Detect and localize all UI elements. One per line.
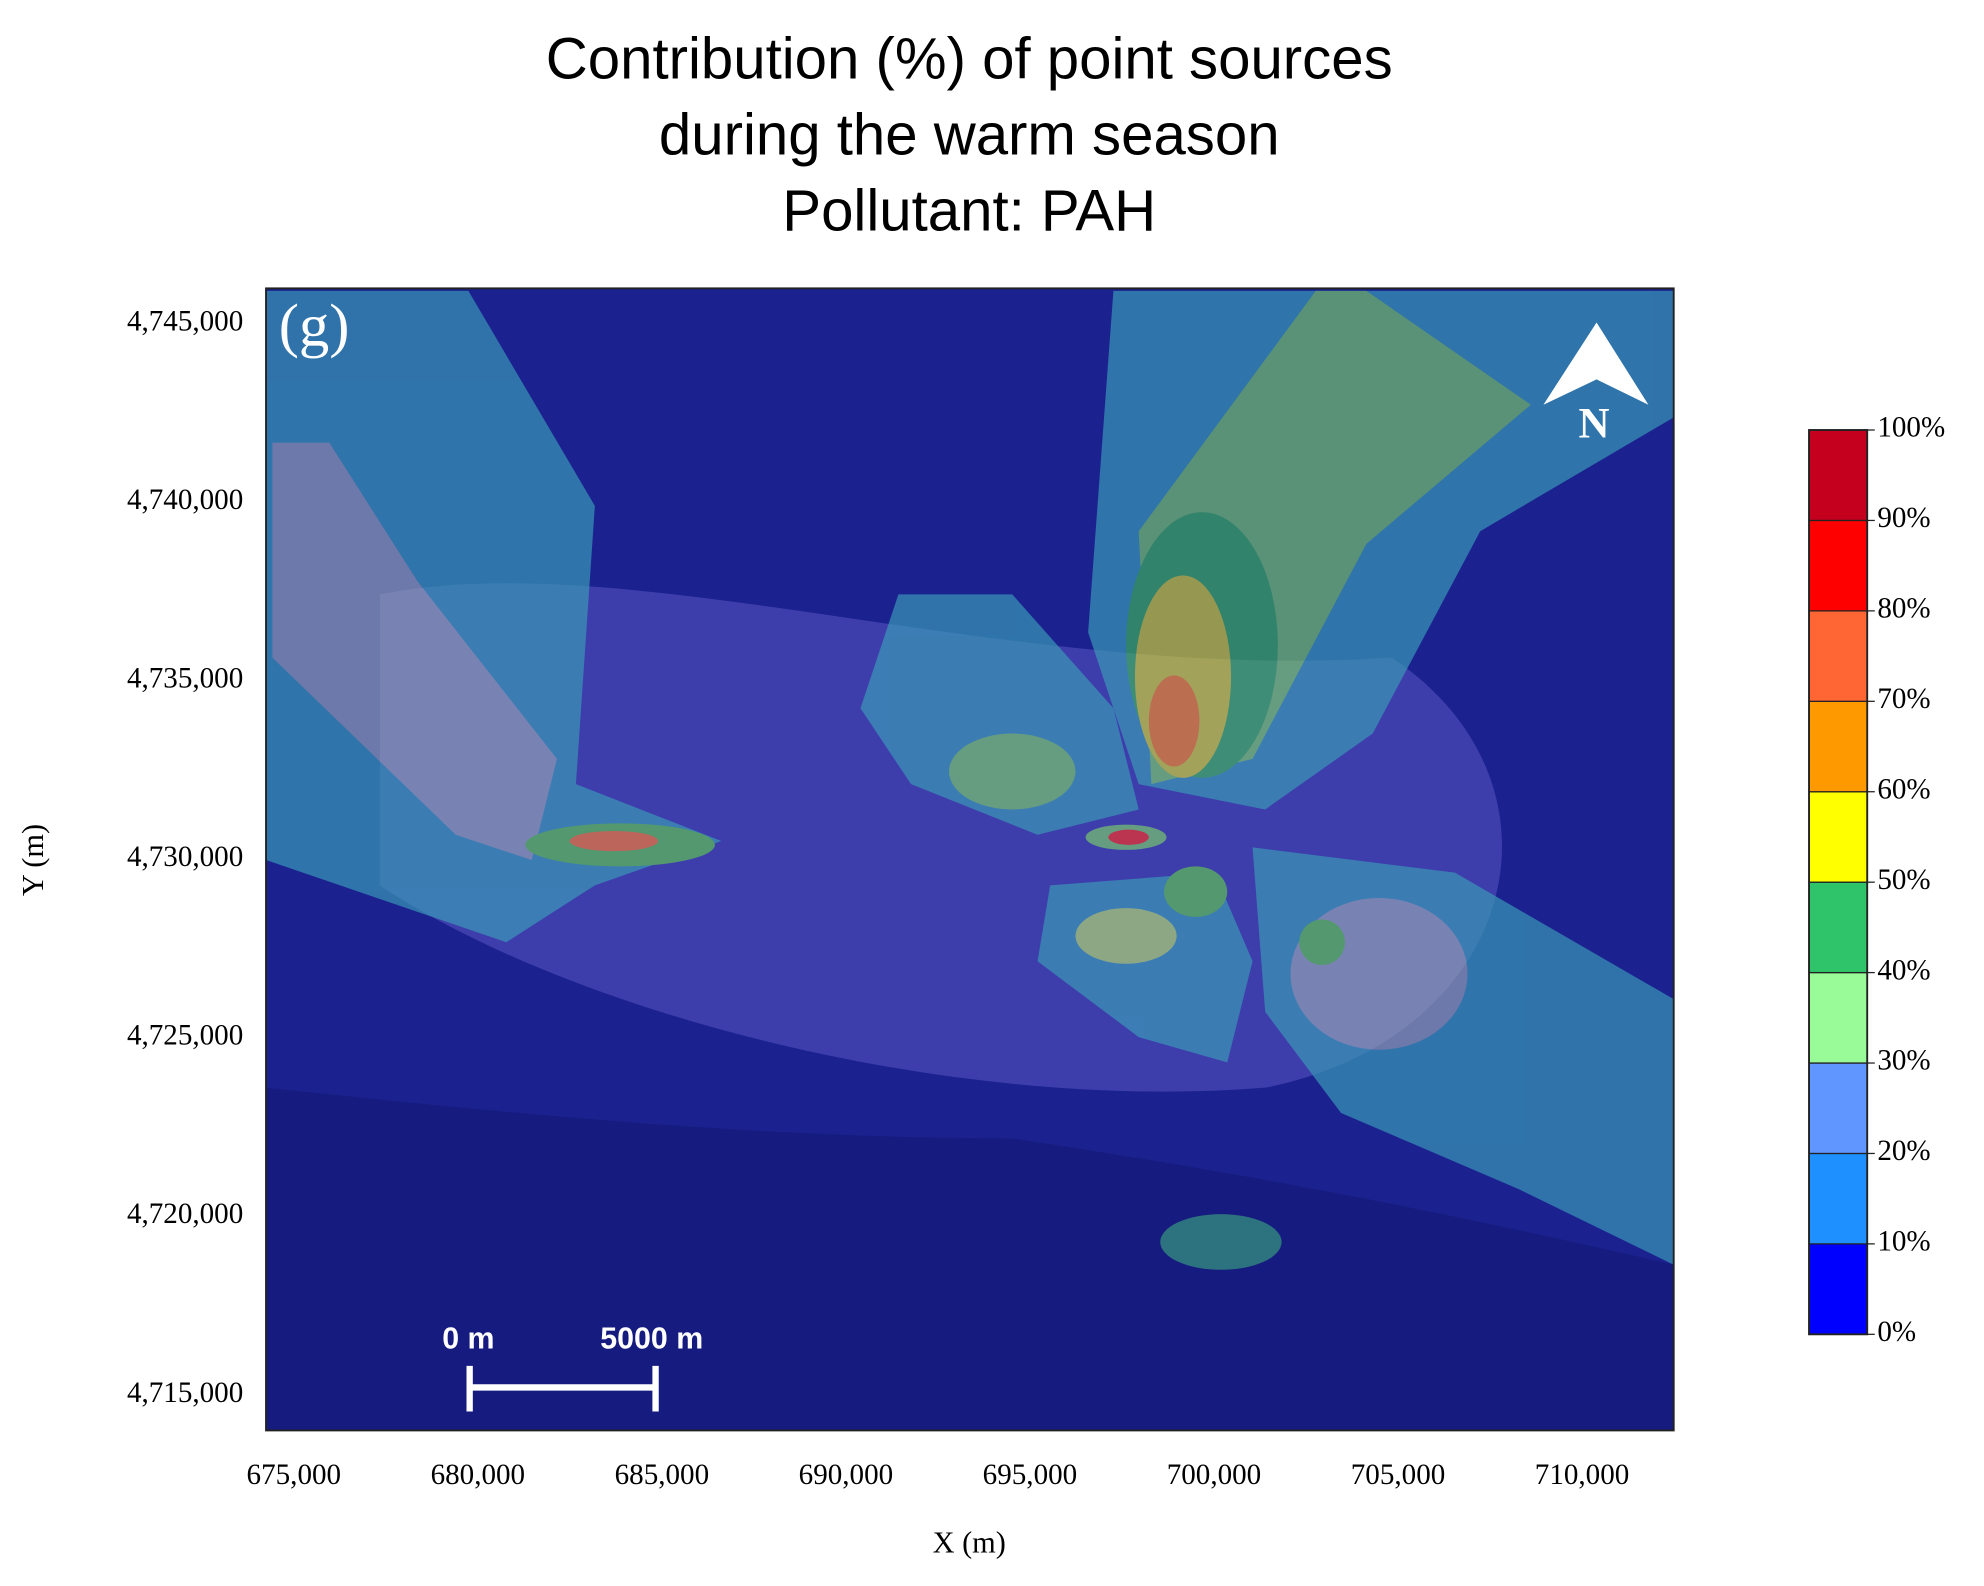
- y-tick-label: 4,735,000: [127, 663, 243, 695]
- colorbar-label: 70%: [1877, 683, 1930, 715]
- contour-region: [569, 830, 659, 852]
- colorbar-segment: [1808, 791, 1868, 883]
- y-tick-label: 4,720,000: [127, 1198, 243, 1230]
- colorbar-label: 80%: [1877, 593, 1930, 625]
- map: (g) N 0 m 5000 m: [265, 287, 1675, 1432]
- colorbar-segment: [1808, 519, 1868, 612]
- contour-region: [1108, 829, 1149, 845]
- colorbar-label: 90%: [1877, 502, 1930, 534]
- colorbar-segment: [1808, 881, 1868, 974]
- colorbar-segment: [1808, 1062, 1868, 1155]
- colorbar-label: 10%: [1877, 1226, 1930, 1258]
- y-tick-label: 4,715,000: [127, 1377, 243, 1409]
- colorbar-label: 40%: [1877, 954, 1930, 986]
- colorbar-segment: [1808, 1152, 1868, 1245]
- x-tick-label: 680,000: [431, 1459, 526, 1491]
- colorbar-label: 50%: [1877, 864, 1930, 896]
- colorbar-segment: [1808, 700, 1868, 793]
- contour-region: [948, 733, 1076, 810]
- title-line: during the warm season: [659, 102, 1280, 167]
- panel-label: (g): [279, 292, 350, 359]
- contour-region: [1160, 1214, 1282, 1270]
- north-arrow: [1543, 322, 1649, 405]
- colorbar-segment: [1808, 429, 1868, 522]
- north-label: N: [1578, 400, 1609, 447]
- colorbar-segment: [1808, 971, 1868, 1064]
- y-tick-label: 4,730,000: [127, 841, 243, 873]
- colorbar-label: 0%: [1877, 1316, 1916, 1348]
- x-tick-label: 695,000: [983, 1459, 1078, 1491]
- contour-region: [1164, 866, 1228, 917]
- colorbar-label: 60%: [1877, 773, 1930, 805]
- x-tick-label: 705,000: [1351, 1459, 1446, 1491]
- x-tick-label: 685,000: [615, 1459, 710, 1491]
- colorbar-segment: [1808, 1243, 1868, 1335]
- contour-region: [272, 442, 557, 861]
- colorbar-label: 30%: [1877, 1045, 1930, 1077]
- y-axis-label: Y (m): [16, 824, 50, 896]
- contours: [266, 290, 1674, 1270]
- x-tick-label: 710,000: [1535, 1459, 1630, 1491]
- title-line: Pollutant: PAH: [782, 178, 1156, 243]
- plot-frame: [265, 287, 1675, 1432]
- scale-bar-label: 0 m: [442, 1323, 494, 1356]
- contour-region: [266, 290, 722, 943]
- x-axis-label: X (m): [933, 1525, 1006, 1559]
- contour-region: [1148, 675, 1200, 767]
- colorbar-label: 20%: [1877, 1135, 1930, 1167]
- x-tick-label: 675,000: [247, 1459, 342, 1491]
- title-line: Contribution (%) of point sources: [546, 27, 1393, 92]
- scale-bar-label: 5000 m: [600, 1323, 703, 1356]
- x-tick-label: 700,000: [1167, 1459, 1262, 1491]
- contour-region: [1299, 919, 1345, 966]
- y-tick-label: 4,740,000: [127, 484, 243, 516]
- y-tick-label: 4,745,000: [127, 305, 243, 337]
- x-tick-label: 690,000: [799, 1459, 894, 1491]
- contour-region: [1075, 908, 1177, 964]
- colorbar-label: 100%: [1877, 412, 1945, 444]
- y-tick-label: 4,725,000: [127, 1020, 243, 1052]
- colorbar-segment: [1808, 610, 1868, 702]
- terrain: [266, 1087, 1674, 1431]
